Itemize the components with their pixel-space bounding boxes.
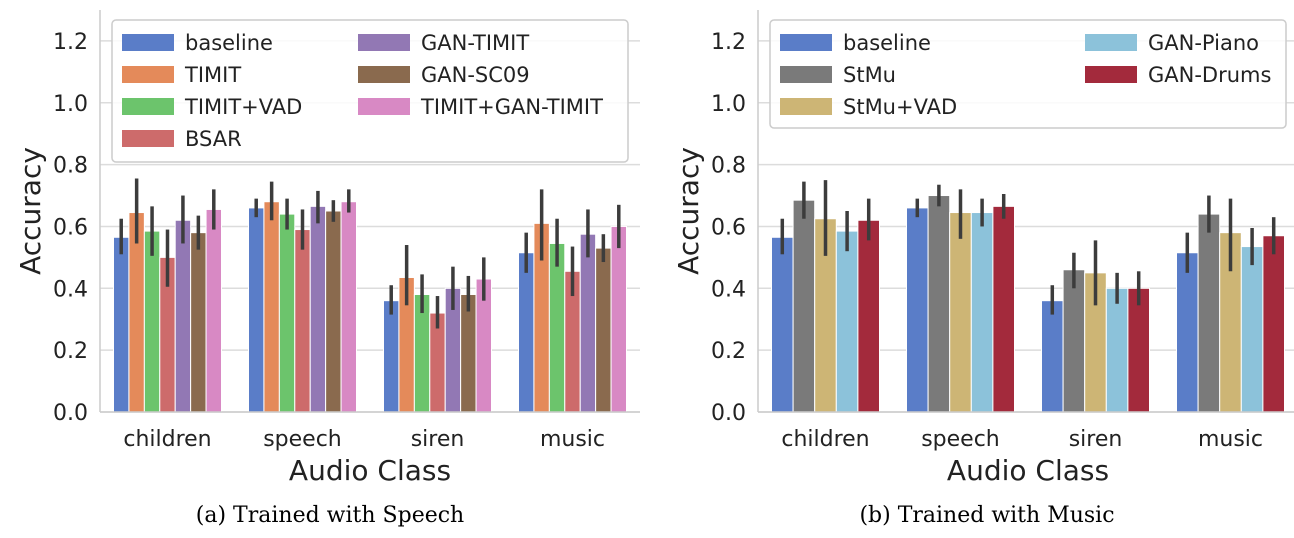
bar-gan-sc09-music [595,247,612,413]
bar-baseline-children [113,236,130,413]
legend-label: GAN-Drums [1148,63,1271,87]
legend-swatch [780,66,832,83]
legend: baseline StMu StMu+VAD GAN-Piano GAN-Drums [769,19,1287,129]
y-tick-label: 1.2 [711,30,746,55]
legend-label: baseline [185,31,273,55]
bar-stmu-vad-speech [949,212,972,413]
bar-baseline-speech [248,207,265,413]
bar-gan-drums-siren [1127,287,1151,413]
x-tick-label: children [781,427,869,452]
legend-swatch [358,66,410,83]
legend-swatch [780,34,832,51]
x-tick-label: speech [921,427,1000,452]
y-tick-label: 0.2 [53,339,88,364]
y-tick-label: 0.4 [53,277,88,302]
legend: baseline TIMIT TIMIT+VAD BSAR GAN-TIMIT GAN-S… [111,19,629,163]
bar-gan-sc09-children [190,232,207,413]
bar-stmu-children [792,199,816,413]
bar-gan-piano-children [835,230,859,413]
y-tick-label: 1.0 [711,92,746,117]
x-tick-label: speech [263,427,342,452]
legend-label: StMu [843,63,896,87]
legend-label: BSAR [185,127,242,151]
bar-stmu-speech [927,195,951,413]
bar-gan-drums-music [1262,235,1286,413]
y-tick-label: 0.8 [53,154,88,179]
y-tick-label: 1.2 [53,30,88,55]
y-tick-label: 0.0 [711,401,746,426]
figure-caption: (a) Trained with Speech [196,503,464,528]
legend-label: TIMIT+VAD [184,95,302,119]
legend-box [111,19,629,163]
legend-swatch [122,66,174,83]
bar-timit-vad-children [143,230,161,413]
bar-gan-piano-music [1240,246,1264,413]
chart-panel-b: 0.0 0.2 0.4 0.6 0.8 1.0 1.2 children speech siren… [672,10,1294,528]
legend-swatch [358,98,410,115]
x-tick-label: music [1198,427,1263,452]
bar-timit-speech [263,201,280,413]
legend-label: GAN-TIMIT [421,31,529,55]
legend-label: GAN-Piano [1148,31,1259,55]
y-tick-label: 1.0 [53,92,88,117]
x-axis-title: Audio Class [289,454,451,487]
y-axis-title: Accuracy [14,147,47,275]
legend-label: baseline [843,31,931,55]
bar-gan-sc09-speech [325,210,342,413]
x-tick-label: children [123,427,211,452]
x-tick-label: siren [1069,427,1123,452]
bar-baseline-music [518,252,535,413]
legend-label: TIMIT [184,63,241,87]
x-tick-label: music [540,427,605,452]
bar-timit-gan-timit-children [205,208,222,413]
y-tick-label: 0.8 [711,154,746,179]
legend-label: GAN-SC09 [421,63,530,87]
bar-timit-gan-timit-speech [340,201,358,413]
bar-gan-timit-children [174,219,192,413]
bar-stmu-music [1197,213,1221,413]
bar-baseline-speech [906,207,929,413]
bar-timit-vad-speech [278,213,296,413]
y-tick-label: 0.2 [711,339,746,364]
figure-caption: (b) Trained with Music [859,503,1114,528]
y-tick-label: 0.4 [711,277,746,302]
legend-box [769,19,1287,129]
legend-label: TIMIT+GAN-TIMIT [420,95,603,119]
legend-swatch [1085,66,1137,83]
bar-baseline-siren [383,300,400,413]
legend-swatch [122,98,174,115]
bar-gan-piano-siren [1105,287,1129,413]
x-axis-title: Audio Class [947,454,1109,487]
legend-swatch [122,34,174,51]
bar-gan-drums-speech [992,205,1016,413]
x-tick-label: siren [411,427,465,452]
legend-swatch [780,98,832,115]
bar-gan-sc09-siren [460,293,477,413]
y-tick-label: 0.6 [53,215,88,240]
chart-panel-a: 0.0 0.2 0.4 0.6 0.8 1.0 1.2 children speech siren… [14,10,640,528]
bar-baseline-children [771,236,794,413]
legend-swatch [358,34,410,51]
y-tick-label: 0.0 [53,401,88,426]
bar-stmu-siren [1062,269,1086,413]
legend-swatch [1085,34,1137,51]
legend-swatch [122,130,174,147]
bar-bsar-speech [294,229,311,413]
y-axis-title: Accuracy [672,147,705,275]
bar-baseline-siren [1041,300,1064,413]
bar-gan-drums-children [857,219,881,413]
y-tick-label: 0.6 [711,215,746,240]
bar-timit-vad-music [548,242,566,413]
bar-gan-piano-speech [970,212,994,413]
bar-baseline-music [1176,252,1199,413]
bar-timit-gan-timit-music [610,225,627,413]
bar-gan-timit-music [579,233,597,413]
legend-label: StMu+VAD [843,95,957,119]
bar-gan-timit-speech [309,205,327,413]
